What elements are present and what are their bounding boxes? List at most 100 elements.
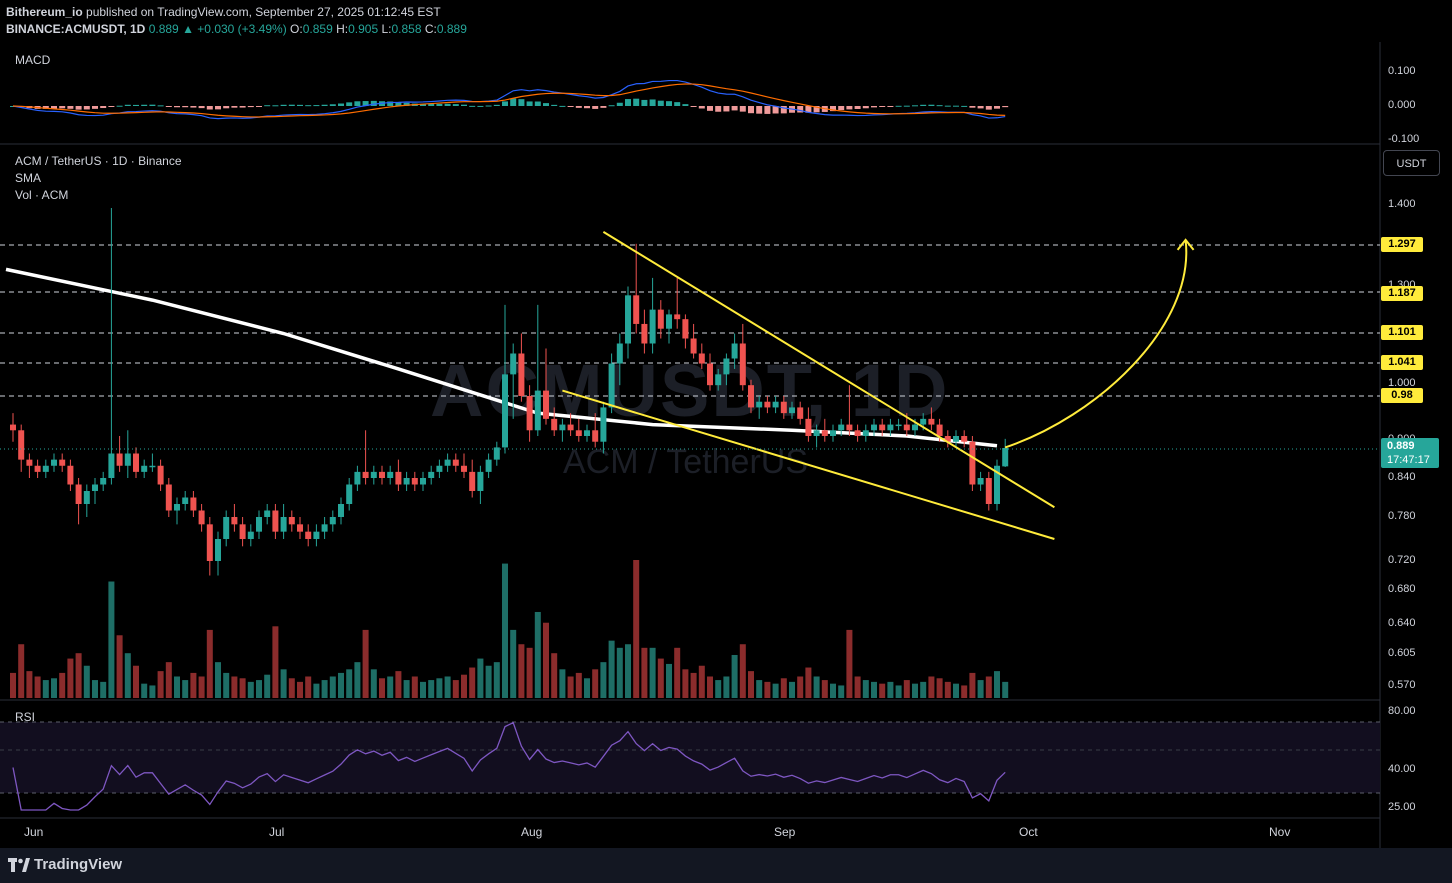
price-axis-tick: 0.680 (1388, 583, 1416, 595)
macd-histogram-bar (165, 106, 172, 107)
candle-body (67, 465, 74, 485)
candle-body (756, 401, 763, 408)
volume-bar (666, 663, 672, 698)
macd-histogram-bar (444, 103, 451, 106)
candle-body (288, 517, 295, 525)
macd-histogram-bar (805, 106, 812, 113)
volume-bar (420, 681, 426, 698)
macd-histogram-bar (879, 106, 886, 107)
volume-bar (461, 674, 467, 698)
time-axis-month: Aug (521, 825, 543, 839)
macd-histogram-bar (321, 104, 328, 106)
candle-body (379, 471, 385, 478)
macd-histogram-bar (461, 104, 467, 106)
candle-body (100, 478, 107, 485)
target-levels[interactable] (0, 244, 1380, 397)
volume-bar (124, 653, 131, 698)
level-tag-0980[interactable]: 0.98 (1381, 388, 1423, 403)
trendlines[interactable] (562, 231, 1195, 540)
sma-indicator-label[interactable]: SMA (15, 171, 42, 185)
volume-bar (411, 676, 418, 698)
volume-bar (977, 680, 984, 698)
candle-body (305, 531, 312, 539)
candle-body (174, 504, 180, 511)
volume-bar (108, 581, 115, 698)
candle-body (985, 478, 992, 504)
candle-body (83, 491, 90, 504)
macd-histogram-bar (67, 106, 74, 109)
main-pane-title[interactable]: ACM / TetherUS · 1D · Binance (15, 154, 182, 168)
volume-bar (370, 669, 377, 698)
macd-histogram-bar (362, 101, 369, 106)
level-tag-1101[interactable]: 1.101 (1381, 325, 1423, 340)
current-price-tag[interactable]: 0.889 17:47:17 (1381, 438, 1439, 468)
candle-body (657, 309, 664, 329)
level-tag-1187[interactable]: 1.187 (1381, 286, 1423, 301)
volume-bar (657, 658, 664, 698)
macd-pane-label[interactable]: MACD (15, 53, 51, 67)
volume-bar (92, 680, 98, 698)
macd-axis-tick: 0.000 (1388, 99, 1416, 111)
volume-bar (518, 644, 525, 698)
currency-selector[interactable]: USDT (1383, 150, 1440, 176)
macd-histogram-bar (206, 106, 213, 110)
candle-body (190, 497, 197, 511)
candle-body (534, 390, 541, 431)
volume-bar (928, 676, 935, 698)
price-axis-tick: 0.570 (1388, 679, 1416, 691)
volume-bar (641, 647, 648, 698)
macd-histogram-bar (387, 101, 394, 106)
macd-histogram-bar (75, 106, 82, 110)
publish-line: Bithereum_io published on TradingView.co… (6, 4, 467, 21)
volume-bar (10, 672, 16, 698)
candle-body (600, 407, 607, 442)
candle-body (592, 430, 599, 442)
macd-histogram-bar (830, 106, 836, 112)
bar-countdown: 17:47:17 (1387, 454, 1430, 466)
volume-bar (444, 676, 451, 698)
volume-bar (280, 669, 287, 698)
volume-bar (690, 672, 697, 698)
volume-bar (239, 678, 246, 698)
volume-bar (534, 611, 541, 698)
volume-bar (321, 680, 328, 698)
candle-body (903, 424, 910, 431)
candlesticks[interactable] (10, 207, 1009, 576)
volume-bar (502, 563, 508, 698)
high-value: 0.905 (348, 22, 379, 36)
trendline-lower (562, 389, 1055, 540)
candle-body (518, 353, 525, 396)
volume-bar (469, 667, 476, 698)
level-tag-1297[interactable]: 1.297 (1381, 237, 1423, 252)
open-label: O: (290, 22, 303, 36)
candle-body (994, 465, 1000, 504)
rsi-line (12, 721, 1006, 811)
volume-bar (485, 665, 492, 698)
author-name[interactable]: Bithereum_io (6, 5, 83, 19)
macd-histogram-bar (969, 106, 976, 108)
macd-histogram-bar (59, 106, 66, 109)
candle-body (141, 465, 148, 472)
chart-canvas[interactable] (0, 0, 1452, 848)
candle-body (633, 295, 640, 324)
volume-bar (395, 671, 402, 698)
volume-bar (157, 671, 164, 698)
macd-axis-tick: -0.100 (1388, 133, 1420, 145)
sma-line[interactable] (5, 267, 998, 448)
candle-body (223, 517, 230, 539)
high-label: H: (336, 22, 349, 36)
volume-bar (838, 685, 845, 698)
rsi-pane-label[interactable]: RSI (15, 710, 36, 724)
volume-bars (10, 560, 1009, 698)
rsi-axis-tick: 25.00 (1388, 801, 1416, 813)
tradingview-logo[interactable]: TradingView (8, 856, 122, 873)
volume-bar (731, 654, 738, 698)
macd-histogram-bar (739, 106, 746, 112)
volume-indicator-label[interactable]: Vol · ACM (15, 188, 69, 202)
candle-body (272, 510, 279, 532)
macd-histogram-bar (395, 102, 402, 106)
macd-histogram-bar (584, 106, 590, 109)
level-tag-1041[interactable]: 1.041 (1381, 355, 1423, 370)
volume-bar (830, 683, 836, 698)
macd-histogram-bar (51, 106, 57, 109)
